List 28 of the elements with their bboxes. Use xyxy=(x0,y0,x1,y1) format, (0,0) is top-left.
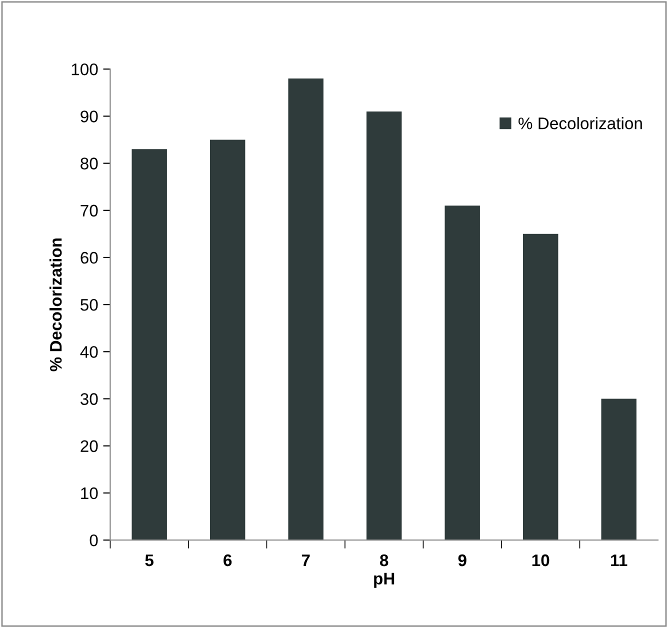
bar xyxy=(366,111,402,540)
bar xyxy=(210,140,246,540)
y-tick-label: 30 xyxy=(80,393,98,405)
bar xyxy=(522,234,558,540)
x-tick-label: 6 xyxy=(224,554,232,566)
y-tick-label: 70 xyxy=(80,204,98,217)
y-tick-label: 20 xyxy=(80,440,98,452)
x-tick-label: 8 xyxy=(380,554,388,566)
x-tick-label: 10 xyxy=(532,554,550,566)
y-tick-label: 80 xyxy=(80,158,98,170)
y-tick-label: 40 xyxy=(80,346,98,358)
x-tick-label: 11 xyxy=(611,554,628,566)
y-tick-label: 10 xyxy=(81,487,98,500)
bar xyxy=(601,398,636,540)
y-tick-label: 90 xyxy=(80,110,98,122)
y-tick-label: 60 xyxy=(80,252,98,264)
bar xyxy=(444,206,480,540)
y-tick-label: 50 xyxy=(80,298,98,311)
x-tick-label: 9 xyxy=(458,554,466,566)
x-tick-label: 7 xyxy=(302,554,310,566)
y-tick-label: 100 xyxy=(72,63,98,76)
y-axis-title: % Decolorization xyxy=(50,238,62,372)
bar xyxy=(132,149,167,540)
x-tick-label: 5 xyxy=(145,554,154,566)
legend-label: % Decolorization xyxy=(518,117,642,130)
bar xyxy=(288,78,324,540)
x-axis-title: pH xyxy=(374,572,394,588)
y-tick-label: 0 xyxy=(90,534,98,546)
